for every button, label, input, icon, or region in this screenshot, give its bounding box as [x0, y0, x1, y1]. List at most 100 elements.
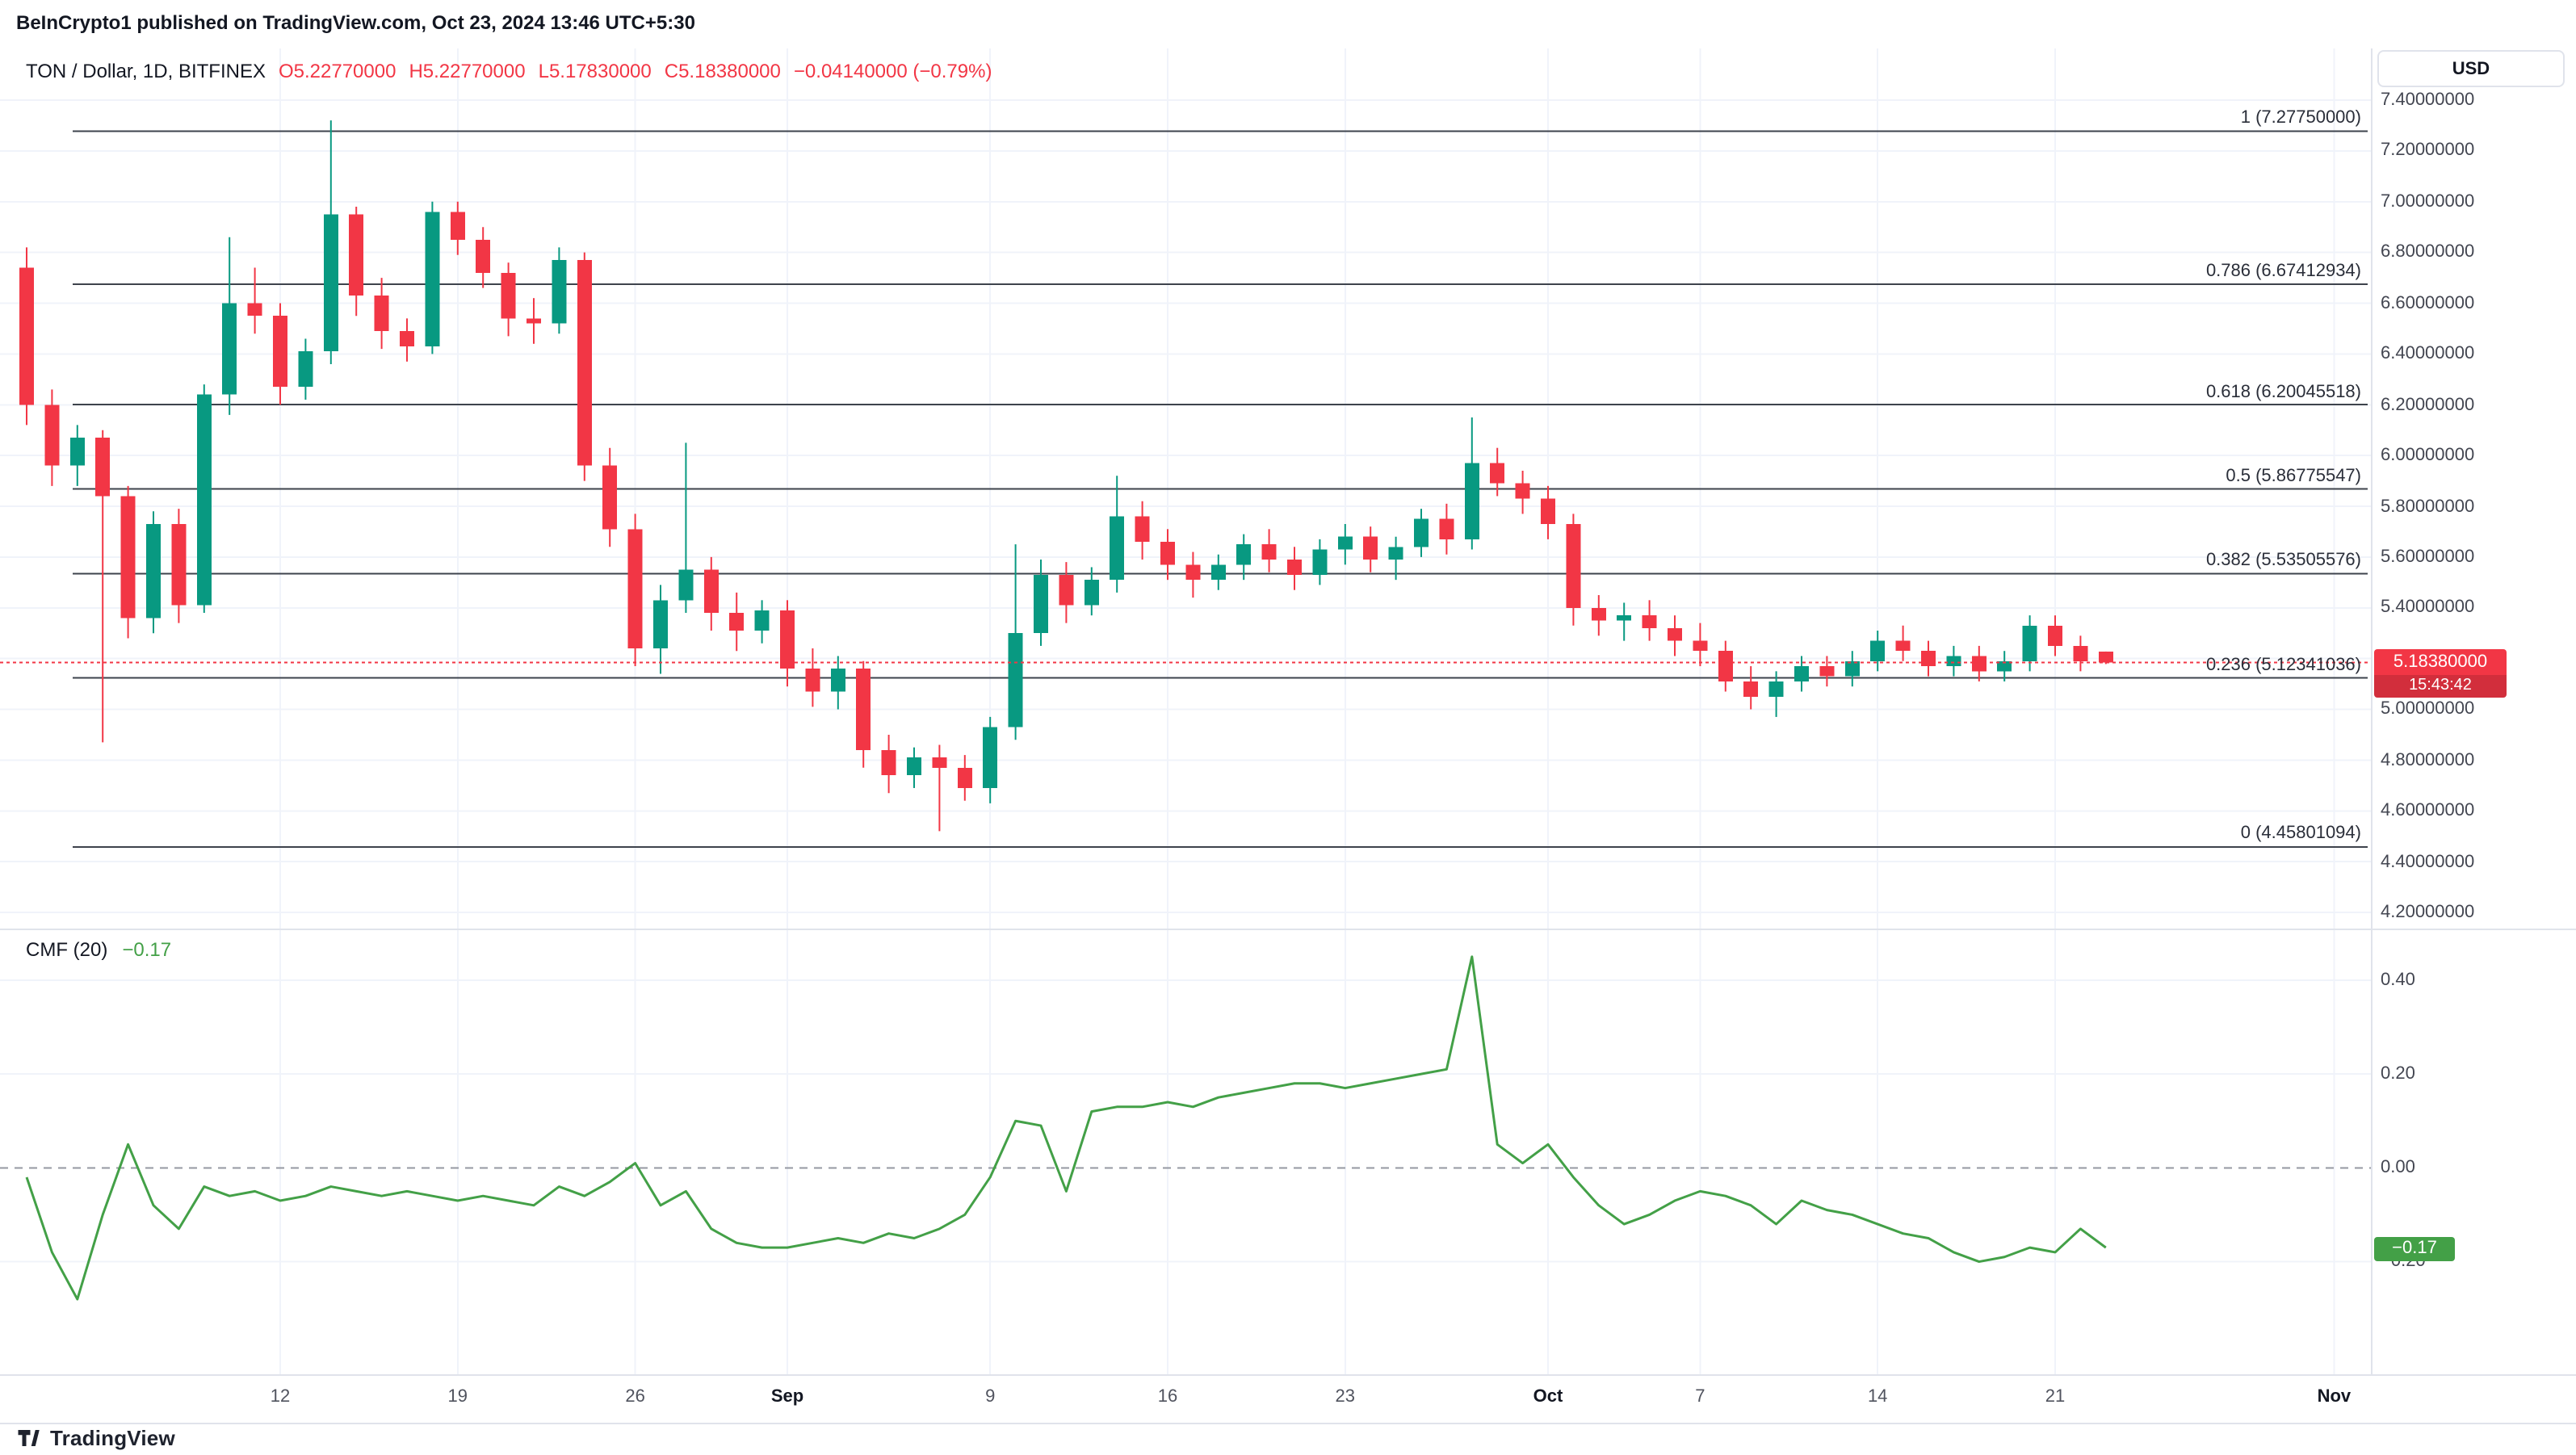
indicator-name[interactable]: CMF (20) [26, 938, 108, 961]
candle-down [602, 465, 618, 530]
candle-down [1363, 536, 1378, 560]
candle-up [1008, 633, 1023, 728]
bar-countdown: 15:43:42 [2374, 675, 2507, 698]
candle-down [881, 749, 896, 776]
last-price-badge: 5.18380000 15:43:42 [2374, 649, 2507, 698]
candle-down [450, 212, 465, 240]
candle-down [349, 214, 364, 296]
candle-down [2073, 645, 2088, 661]
candle-down [805, 669, 820, 692]
candle-down [729, 613, 745, 631]
candle-up [1617, 615, 1632, 621]
footer-border [0, 1423, 2576, 1424]
candle-down [1515, 483, 1530, 499]
candle-down [2048, 625, 2062, 646]
cmf-line [25, 955, 2107, 1301]
candle-down [1287, 560, 1302, 575]
symbol-title[interactable]: TON / Dollar, 1D, BITFINEX [26, 60, 266, 82]
candle-down [1059, 574, 1074, 606]
indicator-value: −0.17 [122, 938, 172, 961]
price-axis-border [2371, 48, 2373, 1374]
candle-down [374, 296, 389, 332]
tradingview-logo-text[interactable]: TradingView [50, 1426, 175, 1450]
candle-down [1718, 651, 1733, 681]
time-axis-label: Oct [1533, 1387, 1563, 1407]
time-axis-label: 14 [1867, 1387, 1888, 1407]
candle-down [1668, 627, 1682, 641]
time-axis-label: 16 [1157, 1387, 1178, 1407]
candle-up [1794, 666, 1809, 681]
low-value: L5.17830000 [538, 60, 652, 82]
candle-up [1236, 544, 1252, 565]
time-scale[interactable]: 12 19 26 Sep 9 16 23 Oct 7 14 21 Nov [0, 1374, 2576, 1423]
time-axis-label: 23 [1335, 1387, 1356, 1407]
candle-down [1819, 666, 1835, 677]
candle-up [2022, 625, 2037, 661]
candle-up [1870, 640, 1886, 661]
price-chart-canvas[interactable] [0, 48, 2371, 1374]
candle-up [983, 727, 998, 788]
open-value: O5.22770000 [278, 60, 396, 82]
candle-up [1844, 660, 1860, 677]
candle-down [1261, 544, 1277, 560]
candle-down [1642, 615, 1657, 628]
candle-down [957, 767, 972, 788]
publish-header: BeInCrypto1 published on TradingView.com… [16, 11, 695, 34]
candle-down [19, 267, 34, 405]
candle-up [425, 212, 440, 346]
candle-up [1210, 564, 1226, 581]
symbol-legend: TON / Dollar, 1D, BITFINEX O5.22770000 H… [26, 60, 992, 82]
tradingview-logo-icon[interactable] [16, 1426, 40, 1450]
candle-up [323, 214, 338, 352]
candle-up [754, 610, 770, 631]
time-axis-label: Nov [2317, 1387, 2352, 1407]
pane-divider[interactable] [0, 929, 2576, 930]
candle-up [830, 669, 845, 692]
candle-up [1997, 660, 2012, 672]
time-axis-label: Sep [770, 1387, 804, 1407]
candle-down [703, 569, 719, 614]
candle-down [856, 669, 871, 750]
candle-down [1541, 498, 1555, 525]
candle-down [476, 239, 491, 273]
candle-up [1110, 516, 1125, 581]
candle-down [1743, 681, 1759, 697]
candle-down [780, 610, 795, 669]
time-axis-label: 21 [2045, 1387, 2066, 1407]
time-axis-label: 12 [270, 1387, 291, 1407]
time-axis-label: 19 [447, 1387, 468, 1407]
candle-up [1034, 574, 1048, 634]
candle-up [1084, 580, 1099, 606]
candle-up [1312, 549, 1328, 575]
indicator-last-value-badge: −0.17 [2374, 1236, 2455, 1261]
candle-down [171, 524, 187, 606]
indicator-legend: CMF (20) −0.17 [26, 938, 171, 961]
time-axis-label: 7 [1695, 1387, 1705, 1407]
change-value: −0.04140000 (−0.79%) [793, 60, 992, 82]
candle-down [1439, 518, 1454, 539]
currency-button[interactable]: USD [2377, 50, 2565, 87]
candle-down [1895, 640, 1911, 652]
price-scale[interactable] [2371, 48, 2576, 1374]
candle-down [932, 757, 947, 768]
close-value: C5.18380000 [664, 60, 781, 82]
candle-down [577, 260, 592, 466]
candle-up [1768, 681, 1784, 697]
candle-down [44, 405, 60, 466]
time-axis-label: 9 [985, 1387, 996, 1407]
candle-up [196, 394, 212, 606]
candle-down [2098, 651, 2113, 663]
candle-up [1946, 656, 1961, 667]
candle-down [1160, 542, 1175, 565]
candle-up [1337, 536, 1353, 550]
candle-up [1464, 463, 1479, 539]
candle-up [298, 351, 313, 388]
candle-down [527, 318, 541, 324]
candle-down [1693, 640, 1708, 652]
candle-up [69, 438, 85, 466]
candle-down [1921, 651, 1936, 667]
candle-down [400, 331, 414, 346]
time-axis-label: 26 [625, 1387, 645, 1407]
candle-down [95, 438, 111, 497]
